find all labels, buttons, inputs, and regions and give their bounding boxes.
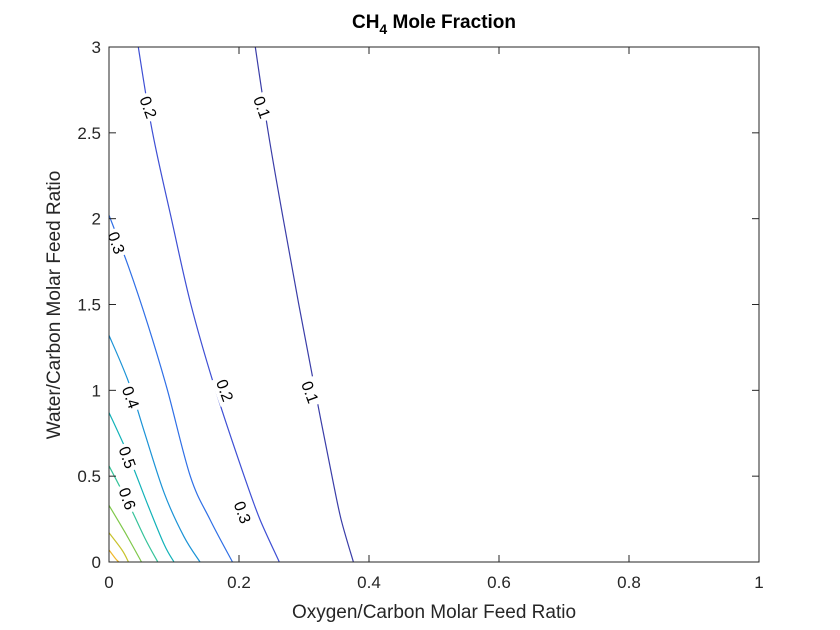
y-tick-label: 0 [92, 553, 101, 572]
contour-label-0: 0.1 [248, 90, 277, 124]
contour-label-4: 0.3 [228, 495, 258, 529]
contour-label-bg [116, 380, 146, 414]
x-tick-label: 1 [754, 573, 763, 592]
contour-label-bg [228, 495, 258, 529]
axis-ticks: 0 0.2 0.4 0.6 0.8 1 0 0.5 1 1.5 2 2.5 3 [77, 38, 763, 592]
contour-label-text: 0.2 [212, 377, 236, 404]
y-tick-label: 2 [92, 210, 101, 229]
y-tick-label: 3 [92, 38, 101, 57]
contour-line-0-2 [137, 46, 280, 563]
contour-label-text: 0.5 [115, 444, 139, 471]
y-axis-label: Water/Carbon Molar Feed Ratio [44, 171, 65, 440]
contour-line-0-5 [108, 412, 175, 563]
contour-label-bg [134, 90, 163, 124]
x-tick-label: 0.8 [617, 573, 641, 592]
x-tick-label: 0.4 [357, 573, 381, 592]
contour-label-bg [248, 90, 277, 124]
contour-labels: 0.1 0.1 0.2 0.2 0.3 0.3 0.4 0.5 0.6 [102, 90, 325, 529]
plot-area [109, 47, 759, 562]
contour-label-text: 0.4 [118, 384, 142, 411]
title-subscript: 4 [379, 21, 387, 37]
contour-label-8: 0.6 [113, 481, 142, 516]
contour-label-bg [102, 226, 131, 260]
contour-label-text: 0.2 [135, 94, 159, 121]
contour-label-text: 0.3 [230, 499, 254, 526]
contour-label-bg [113, 440, 142, 474]
contour-label-text: 0.1 [297, 379, 321, 406]
contour-label-bg [113, 481, 142, 516]
x-tick-label: 0 [104, 573, 113, 592]
x-axis-label: Oxygen/Carbon Molar Feed Ratio [292, 602, 576, 623]
contour-line-0-3 [108, 214, 234, 563]
title-rest: Mole Fraction [387, 12, 516, 33]
contour-lines [108, 46, 354, 563]
y-tick-label: 0.5 [77, 467, 101, 486]
x-tick-label: 0.6 [487, 573, 511, 592]
contour-line-0-8 [108, 532, 130, 563]
y-tick-label: 2.5 [77, 124, 101, 143]
y-tick-label: 1 [92, 381, 101, 400]
contour-label-text: 0.6 [115, 486, 139, 513]
contour-label-text: 0.3 [104, 230, 128, 257]
title-main: CH [352, 12, 379, 33]
contour-line-0-6 [108, 465, 159, 563]
contour-label-bg [211, 373, 240, 407]
y-tick-label: 1.5 [77, 296, 101, 315]
contour-line-0-1 [254, 46, 354, 563]
contour-line-0-4 [108, 335, 201, 563]
contour-label-1: 0.1 [296, 375, 325, 409]
contour-line-0-7 [108, 505, 143, 563]
contour-label-text: 0.1 [249, 94, 273, 121]
contour-label-7: 0.5 [113, 440, 142, 474]
contour-label-2: 0.2 [134, 90, 163, 124]
contour-line-0-9 [108, 549, 120, 563]
contour-label-3: 0.2 [211, 373, 240, 407]
contour-label-5: 0.3 [102, 226, 131, 260]
x-tick-label: 0.2 [227, 573, 251, 592]
chart-title: CH4 Mole Fraction [352, 12, 516, 37]
contour-label-6: 0.4 [116, 380, 146, 414]
contour-label-bg [296, 375, 325, 409]
